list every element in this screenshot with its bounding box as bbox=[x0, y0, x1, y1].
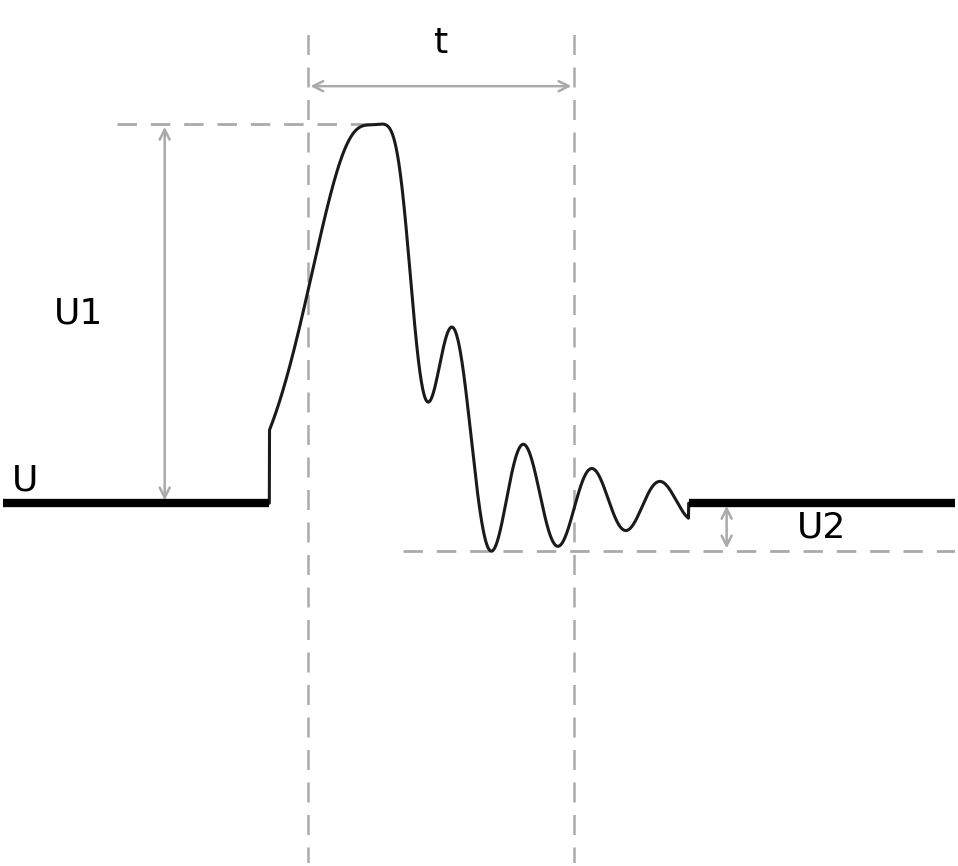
Text: U: U bbox=[12, 463, 38, 497]
Text: t: t bbox=[434, 26, 448, 60]
Text: U1: U1 bbox=[55, 296, 103, 331]
Text: U2: U2 bbox=[797, 510, 847, 544]
